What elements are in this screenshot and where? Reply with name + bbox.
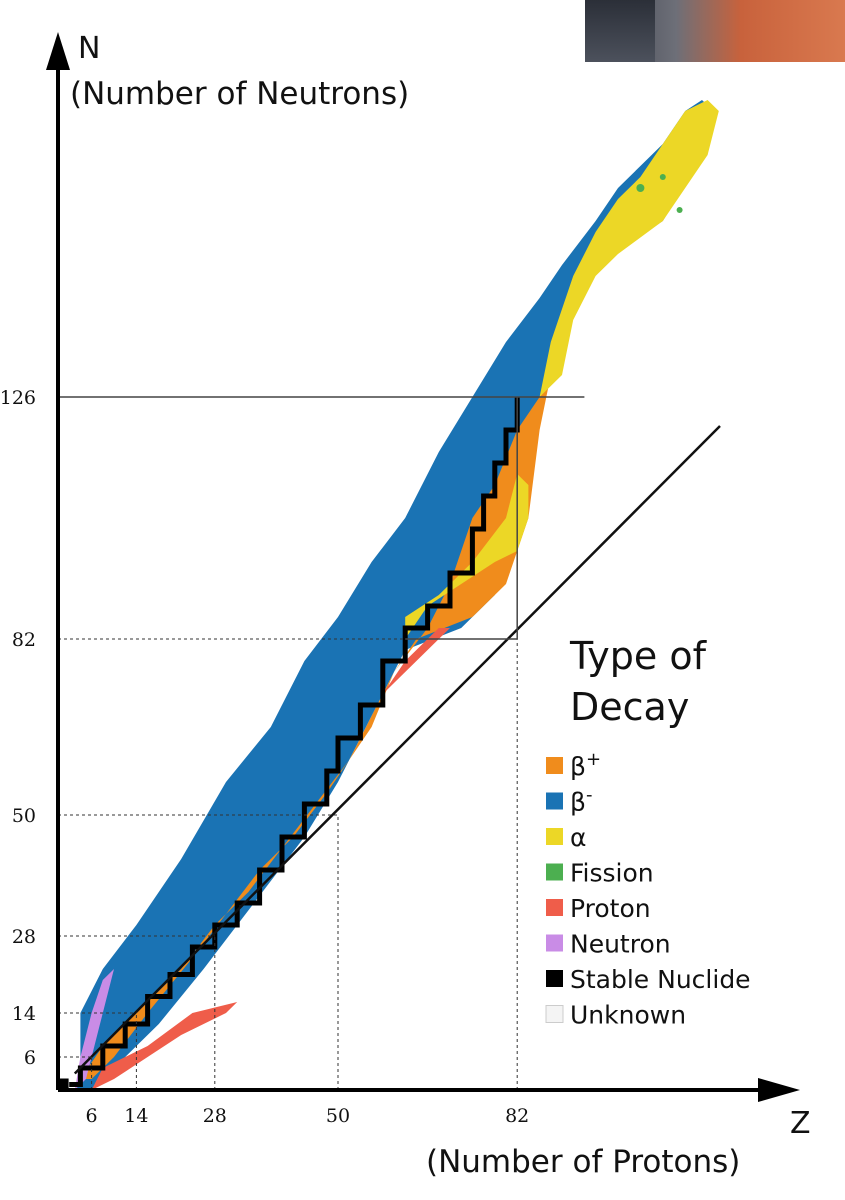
legend-label-text-0: β <box>570 752 586 781</box>
legend-label-5: Neutron <box>570 930 671 959</box>
x-tick-label-14: 14 <box>124 1105 148 1127</box>
x-axis-letter: Z <box>790 1106 811 1141</box>
region-fission-1 <box>636 184 645 192</box>
x-tick-label-50: 50 <box>326 1105 350 1127</box>
stable-nuclide-line <box>69 397 520 1087</box>
y-axis-letter: N <box>78 31 100 66</box>
magic-number-gridlines <box>58 396 585 1090</box>
legend-label-7: Unknown <box>570 1001 686 1030</box>
legend-label-text-7: Unknown <box>570 1001 686 1030</box>
legend-title-line1: Type of <box>569 634 708 678</box>
decay-regions <box>58 100 721 1090</box>
legend-title-line2: Decay <box>570 685 689 729</box>
region-neutron <box>74 969 114 1090</box>
x-axis-label: (Number of Protons) <box>426 1144 740 1180</box>
region-alpha-upper <box>539 100 719 397</box>
legend-swatch-4 <box>546 899 563 916</box>
y-tick-label-50: 50 <box>12 805 36 827</box>
legend-swatch-7 <box>545 1005 564 1023</box>
legend-label-text-1: β <box>570 788 586 817</box>
legend-swatch-5 <box>546 934 563 952</box>
legend-label-4: Proton <box>570 894 651 923</box>
axes <box>46 32 800 1102</box>
webcam-overlay <box>585 0 845 62</box>
legend-swatch-6 <box>546 970 563 987</box>
legend-label-sup-0: + <box>586 749 601 770</box>
tick-labels: 6 14 28 50 82 126 6 14 28 50 82 <box>0 387 529 1127</box>
legend-swatch-1 <box>546 792 563 810</box>
legend-label-text-4: Proton <box>570 894 651 923</box>
y-tick-label-126: 126 <box>0 387 36 409</box>
legend-label-text-6: Stable Nuclide <box>570 965 751 994</box>
legend-swatch-0 <box>546 757 563 774</box>
y-tick-label-28: 28 <box>12 926 36 948</box>
y-tick-label-82: 82 <box>12 629 36 651</box>
region-proton-1 <box>91 1002 238 1090</box>
legend-swatch-2 <box>546 828 563 845</box>
x-axis-arrow <box>758 1078 800 1102</box>
y-axis-label: (Number of Neutrons) <box>70 76 409 112</box>
x-tick-label-82: 82 <box>505 1105 529 1127</box>
legend-label-0: β+ <box>570 749 601 781</box>
region-proton-2 <box>382 628 450 694</box>
n-equals-z-line <box>73 425 721 1075</box>
legend-label-1: β- <box>570 785 592 817</box>
region-fission-3 <box>676 207 683 213</box>
legend-label-2: α <box>570 823 586 852</box>
region-alpha-mid <box>405 474 529 639</box>
x-tick-label-28: 28 <box>203 1105 227 1127</box>
y-axis-arrow <box>46 32 70 70</box>
legend-label-6: Stable Nuclide <box>570 965 751 994</box>
legend-label-text-5: Neutron <box>570 930 671 959</box>
legend-label-3: Fission <box>570 859 654 888</box>
stable-nuclide-origin <box>58 1078 69 1089</box>
webcam-background <box>585 0 655 62</box>
y-tick-label-6: 6 <box>24 1047 36 1069</box>
legend-label-text-3: Fission <box>570 859 654 888</box>
y-tick-label-14: 14 <box>12 1003 36 1025</box>
legend-label-sup-1: - <box>586 785 593 806</box>
legend-label-text-2: α <box>570 823 586 852</box>
legend: Type of Decay β+β-αFissionProtonNeutronS… <box>545 634 751 1030</box>
region-fission-2 <box>659 174 666 180</box>
x-tick-label-6: 6 <box>86 1105 98 1127</box>
legend-swatch-3 <box>546 863 563 881</box>
